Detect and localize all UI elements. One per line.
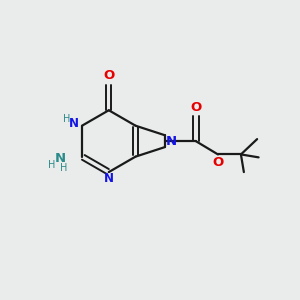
Text: N: N bbox=[104, 172, 114, 185]
Text: O: O bbox=[212, 156, 224, 169]
Text: N: N bbox=[69, 117, 79, 130]
Text: O: O bbox=[103, 69, 114, 82]
Text: O: O bbox=[190, 101, 202, 114]
Text: N: N bbox=[55, 152, 66, 165]
Text: H: H bbox=[48, 160, 56, 170]
Text: H: H bbox=[60, 163, 68, 173]
Text: N: N bbox=[166, 135, 177, 148]
Text: H: H bbox=[63, 114, 70, 124]
